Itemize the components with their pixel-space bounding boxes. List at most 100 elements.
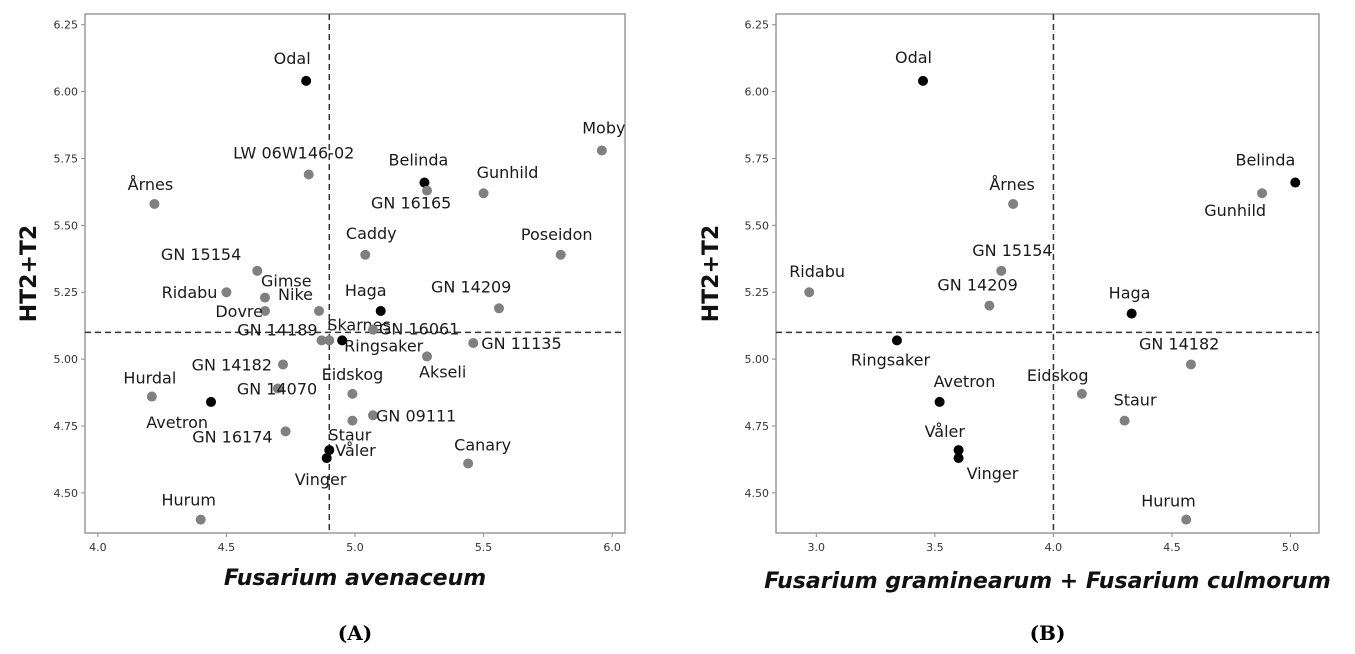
point-label: Våler bbox=[925, 422, 966, 441]
x-tick-label: 4.5 bbox=[218, 541, 236, 554]
point-label: Poseidon bbox=[521, 225, 593, 244]
data-point bbox=[272, 383, 283, 394]
data-point bbox=[1076, 388, 1087, 399]
data-point bbox=[347, 388, 358, 399]
chart-panel-b: 4.50 4.75 5.00 5.25 5.50 5.75 6.00 6.25 3.0 3.5 4.… bbox=[699, 13, 1331, 645]
y-tick-label: 4.75 bbox=[745, 420, 770, 433]
point-label: Caddy bbox=[346, 224, 397, 243]
data-point bbox=[324, 335, 335, 346]
point-label: Ringsaker bbox=[851, 350, 931, 369]
data-point bbox=[280, 426, 291, 437]
data-point bbox=[1290, 177, 1301, 188]
point-label: Haga bbox=[1109, 284, 1151, 303]
x-axis-label: Fusarium avenaceum bbox=[224, 566, 486, 591]
data-point bbox=[303, 169, 314, 180]
data-point bbox=[555, 249, 566, 260]
x-tick-label: 4.0 bbox=[1045, 541, 1063, 554]
point-label: Akseli bbox=[419, 362, 466, 381]
y-tick-label: 4.75 bbox=[54, 420, 79, 433]
panel-label: (A) bbox=[338, 621, 372, 645]
data-point bbox=[368, 410, 378, 421]
point-label: Ridabu bbox=[162, 283, 218, 302]
point-label: GN 14070 bbox=[237, 380, 317, 399]
data-point bbox=[478, 188, 489, 199]
point-label: Eidskog bbox=[1027, 366, 1089, 385]
data-point bbox=[891, 335, 902, 346]
data-point bbox=[146, 391, 157, 402]
point-label: GN 14182 bbox=[1139, 334, 1219, 353]
x-tick-label: 4.5 bbox=[1163, 541, 1181, 554]
data-point bbox=[368, 324, 378, 335]
data-point bbox=[1185, 359, 1196, 370]
point-label: Ridabu bbox=[789, 262, 845, 281]
data-point bbox=[422, 351, 432, 362]
point-label: GN 15154 bbox=[161, 245, 241, 264]
data-point bbox=[494, 303, 504, 314]
point-label: Vinger bbox=[295, 470, 347, 489]
y-axis-label: HT2+T2 bbox=[17, 225, 42, 322]
data-point bbox=[1181, 514, 1192, 525]
data-point bbox=[316, 335, 327, 346]
point-label: GN 14209 bbox=[937, 276, 1017, 295]
data-point bbox=[419, 177, 430, 188]
point-label: Våler bbox=[335, 441, 376, 460]
y-tick-label: 4.50 bbox=[745, 487, 770, 500]
point-label: Moby bbox=[582, 118, 625, 137]
y-tick-label: 6.00 bbox=[745, 86, 770, 99]
data-point bbox=[804, 287, 815, 298]
data-point bbox=[206, 396, 216, 407]
point-label: Hurum bbox=[1141, 492, 1195, 511]
data-point bbox=[278, 359, 288, 370]
y-tick-label: 5.75 bbox=[54, 152, 79, 165]
data-point bbox=[1119, 415, 1130, 426]
y-tick-label: 5.75 bbox=[745, 152, 770, 165]
point-label: GN 14189 bbox=[237, 320, 317, 339]
point-label: GN 09111 bbox=[376, 406, 456, 425]
point-label: Ringsaker bbox=[344, 336, 424, 355]
point-label: Gunhild bbox=[477, 163, 539, 182]
point-label: Staur bbox=[1114, 391, 1157, 410]
x-tick-label: 3.5 bbox=[926, 541, 944, 554]
point-label: LW 06W146-02 bbox=[233, 144, 354, 163]
point-label: Staur bbox=[328, 426, 371, 445]
point-label: Odal bbox=[895, 48, 932, 67]
point-label: Vinger bbox=[967, 464, 1019, 483]
y-tick-label: 6.00 bbox=[54, 86, 79, 99]
point-label: GN 11135 bbox=[481, 334, 561, 353]
point-label: Eidskog bbox=[322, 365, 384, 384]
x-tick-label: 4.0 bbox=[89, 541, 107, 554]
data-point bbox=[260, 305, 270, 316]
y-tick-label: 5.25 bbox=[745, 286, 770, 299]
data-point bbox=[321, 453, 332, 464]
data-point bbox=[953, 445, 964, 456]
y-tick-label: 5.00 bbox=[54, 353, 79, 366]
point-label: Nike bbox=[278, 285, 313, 304]
data-point bbox=[1008, 198, 1019, 209]
data-point bbox=[360, 249, 371, 260]
point-label: Dovre bbox=[215, 302, 263, 321]
data-point bbox=[314, 305, 324, 316]
data-point bbox=[337, 335, 348, 346]
point-label: Hurdal bbox=[123, 369, 176, 388]
point-label: Avetron bbox=[934, 372, 996, 391]
x-tick-label: 5.5 bbox=[475, 541, 493, 554]
y-tick-label: 5.50 bbox=[745, 219, 770, 232]
point-label: Belinda bbox=[389, 151, 449, 170]
point-label: Årnes bbox=[989, 175, 1035, 194]
y-tick-label: 4.50 bbox=[54, 487, 79, 500]
x-tick-label: 3.0 bbox=[808, 541, 826, 554]
data-point bbox=[934, 396, 945, 407]
data-point bbox=[463, 458, 474, 469]
data-point bbox=[260, 292, 270, 303]
data-point bbox=[221, 287, 232, 298]
data-point bbox=[375, 305, 386, 316]
data-point bbox=[252, 265, 263, 276]
data-point bbox=[596, 145, 607, 156]
point-label: GN 15154 bbox=[972, 241, 1052, 260]
data-point bbox=[324, 445, 335, 456]
point-label: Odal bbox=[274, 49, 311, 68]
data-point bbox=[1257, 188, 1268, 199]
chart-panel-a: 4.50 4.75 5.00 5.25 5.50 5.75 6.00 6.25 4.0 4.5 5.… bbox=[17, 13, 626, 645]
x-tick-label: 5.0 bbox=[346, 541, 364, 554]
